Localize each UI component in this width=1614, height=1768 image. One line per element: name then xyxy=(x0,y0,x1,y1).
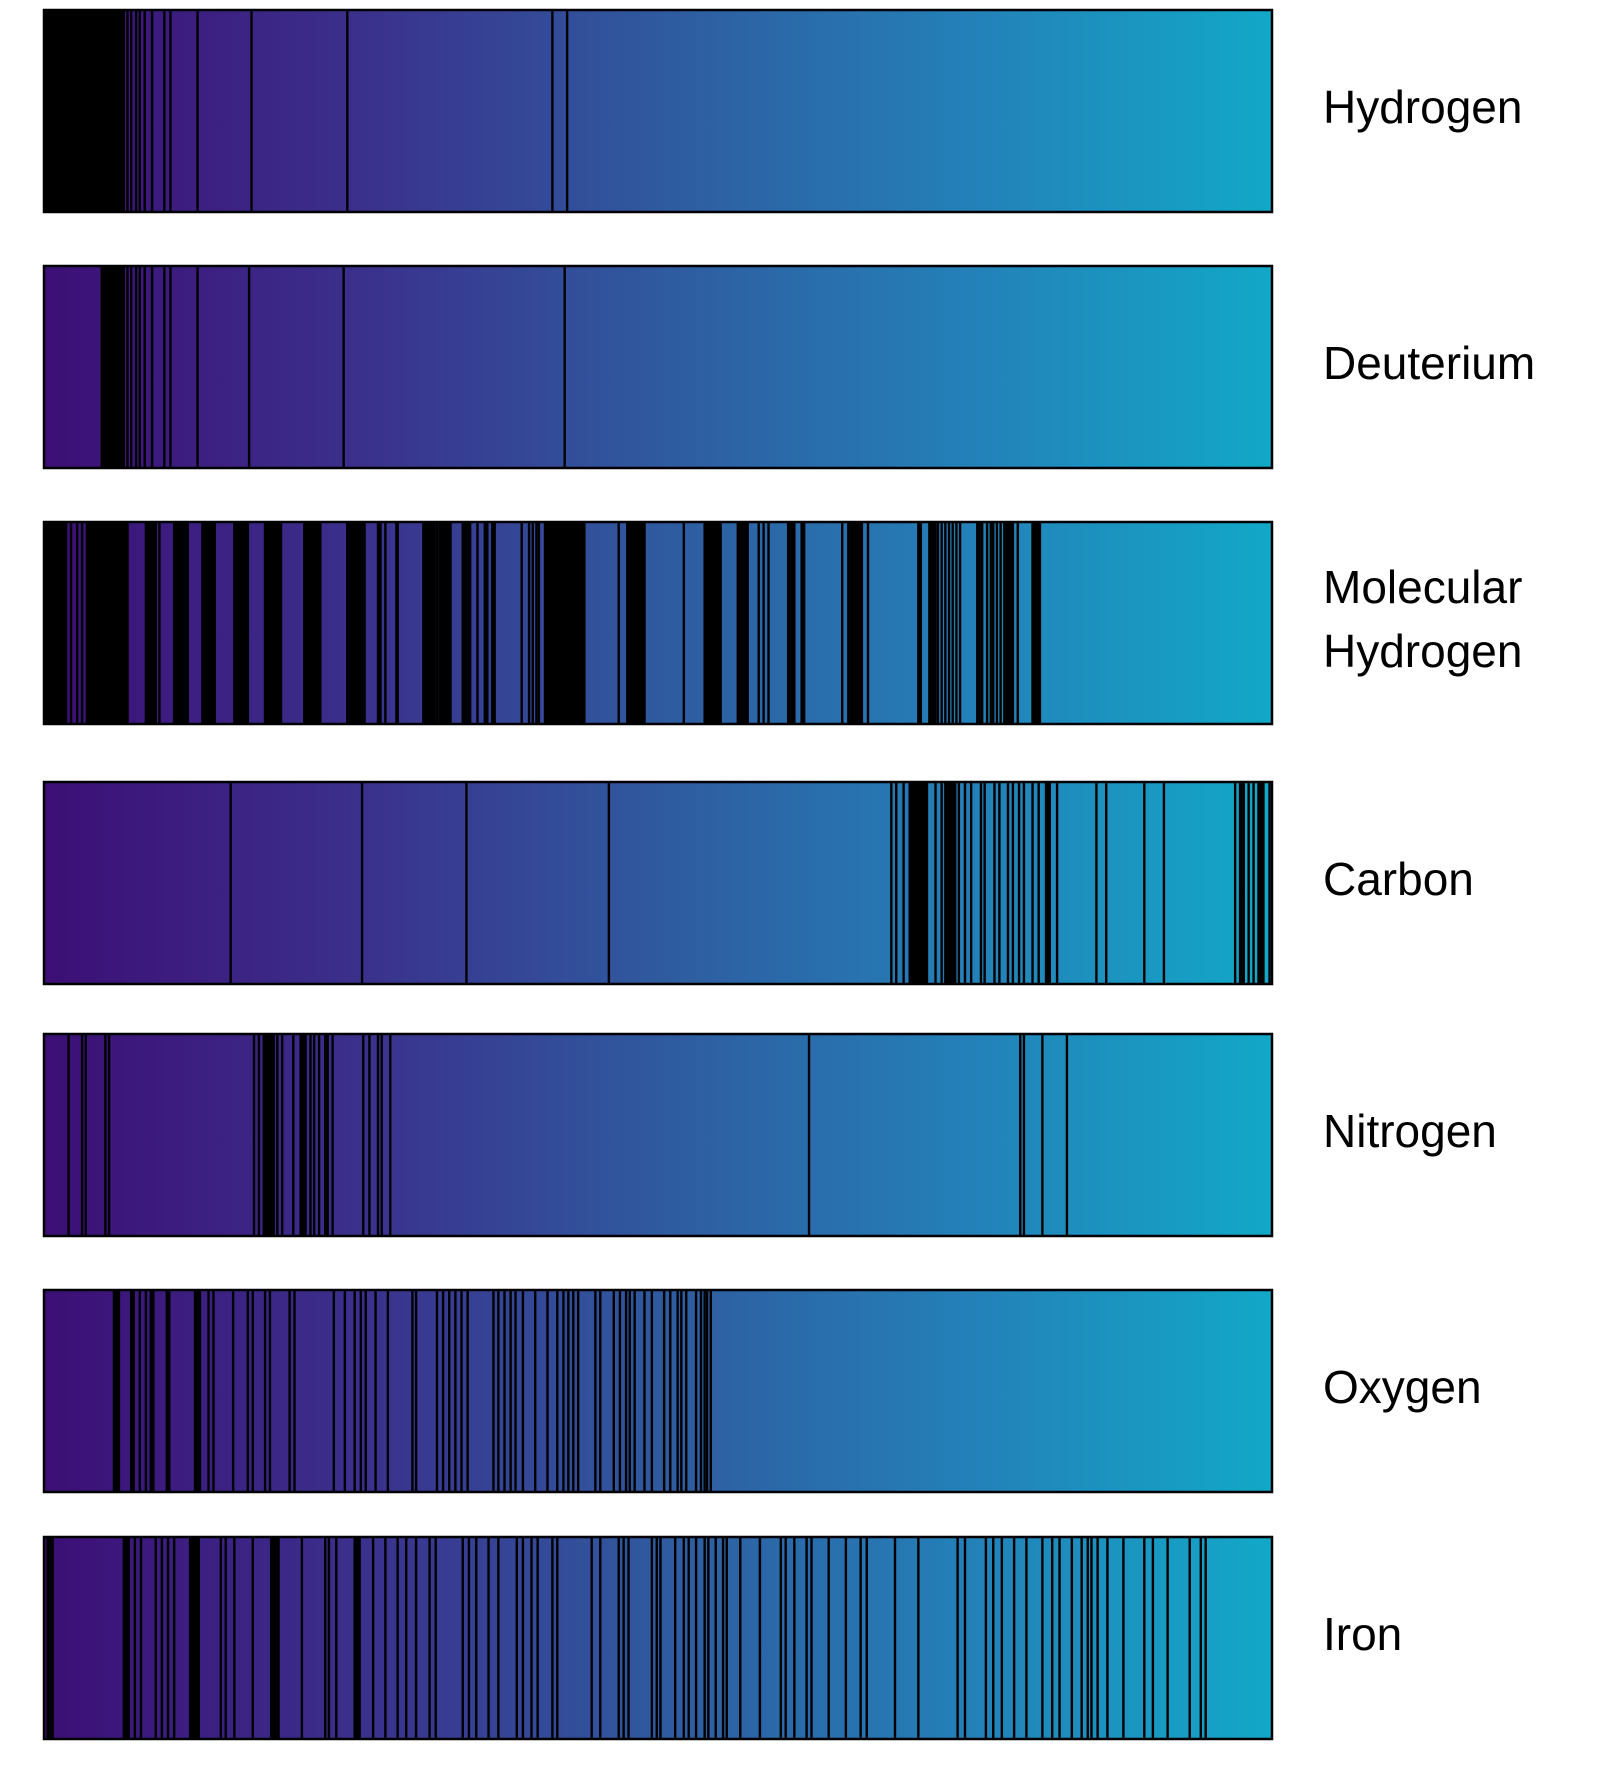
absorption-band xyxy=(233,522,250,724)
spectrum-border xyxy=(42,780,1274,986)
absorption-band xyxy=(1016,522,1020,724)
spectrum-label: Iron xyxy=(1323,1608,1402,1660)
spectrum-molecular-hydrogen: Molecular Hydrogen xyxy=(42,520,1522,726)
absorption-band xyxy=(353,1537,361,1739)
spectrum-label: Hydrogen xyxy=(1323,625,1522,677)
spectrum-hydrogen: Hydrogen xyxy=(42,8,1522,214)
absorption-band xyxy=(262,1034,275,1236)
spectrum-bar xyxy=(44,10,1272,212)
absorption-band xyxy=(346,522,366,724)
spectrum-bar xyxy=(44,782,1272,984)
absorption-band xyxy=(85,522,129,724)
absorption-band xyxy=(44,522,68,724)
spectrum-border xyxy=(42,8,1274,214)
spectrum-border xyxy=(42,520,1274,726)
absorption-band xyxy=(172,522,189,724)
spectrum-border xyxy=(42,264,1274,470)
absorption-band xyxy=(800,522,806,724)
absorption-band xyxy=(626,522,646,724)
absorption-band xyxy=(129,1290,135,1492)
spectrum-oxygen: Oxygen xyxy=(42,1288,1482,1494)
spectrum-label: Deuterium xyxy=(1323,337,1535,389)
absorption-band xyxy=(1031,522,1042,724)
spectrum-bar xyxy=(44,266,1272,468)
absorption-band xyxy=(144,522,157,724)
absorption-band xyxy=(917,522,923,724)
spectrum-bar xyxy=(44,1290,1272,1492)
absorption-band xyxy=(543,522,586,724)
spectrum-label: Nitrogen xyxy=(1323,1105,1497,1157)
absorption-band xyxy=(188,1537,200,1739)
absorption-band xyxy=(944,782,957,984)
spectrum-border xyxy=(42,1032,1274,1238)
spectrum-label: Oxygen xyxy=(1323,1361,1482,1413)
absorption-band xyxy=(299,1034,307,1236)
absorption-band xyxy=(263,522,283,724)
absorption-band xyxy=(1044,782,1051,984)
absorption-band xyxy=(201,522,216,724)
absorption-band xyxy=(193,1290,202,1492)
spectrum-bar xyxy=(44,1537,1272,1739)
spectrum-border xyxy=(42,1288,1274,1494)
absorption-band xyxy=(703,522,722,724)
absorption-band xyxy=(395,522,399,724)
absorption-band xyxy=(928,522,937,724)
spectrum-deuterium: Deuterium xyxy=(42,264,1535,470)
absorption-band xyxy=(303,522,322,724)
absorption-band xyxy=(112,1290,121,1492)
spectrum-iron: Iron xyxy=(42,1535,1402,1741)
absorption-band xyxy=(1238,782,1245,984)
spectrum-label: Hydrogen xyxy=(1323,81,1522,133)
absorption-band xyxy=(422,522,436,724)
absorption-band xyxy=(44,10,126,212)
spectrum-label: Carbon xyxy=(1323,853,1474,905)
spectra-group: Hydrogen Deuterium Molecular Hydrogen Carbon… xyxy=(42,8,1535,1741)
absorption-band xyxy=(46,1537,54,1739)
absorption-band xyxy=(149,1290,155,1492)
absorption-band xyxy=(100,266,126,468)
spectrum-border xyxy=(42,1535,1274,1741)
absorption-band xyxy=(122,1537,130,1739)
absorption-band xyxy=(908,782,929,984)
absorption-band xyxy=(483,522,489,724)
absorption-band xyxy=(1257,782,1265,984)
absorption-band xyxy=(376,522,382,724)
absorption-band xyxy=(490,522,496,724)
absorption-band xyxy=(384,522,387,724)
spectrum-label: Molecular xyxy=(1323,561,1522,613)
absorption-band xyxy=(1005,522,1015,724)
absorption-band xyxy=(461,522,472,724)
absorption-band xyxy=(736,522,749,724)
spectrum-carbon: Carbon xyxy=(42,780,1474,986)
absorption-band xyxy=(786,522,796,724)
spectrum-bar xyxy=(44,1034,1272,1236)
spectrum-bar xyxy=(44,522,1272,724)
spectrum-nitrogen: Nitrogen xyxy=(42,1032,1497,1238)
